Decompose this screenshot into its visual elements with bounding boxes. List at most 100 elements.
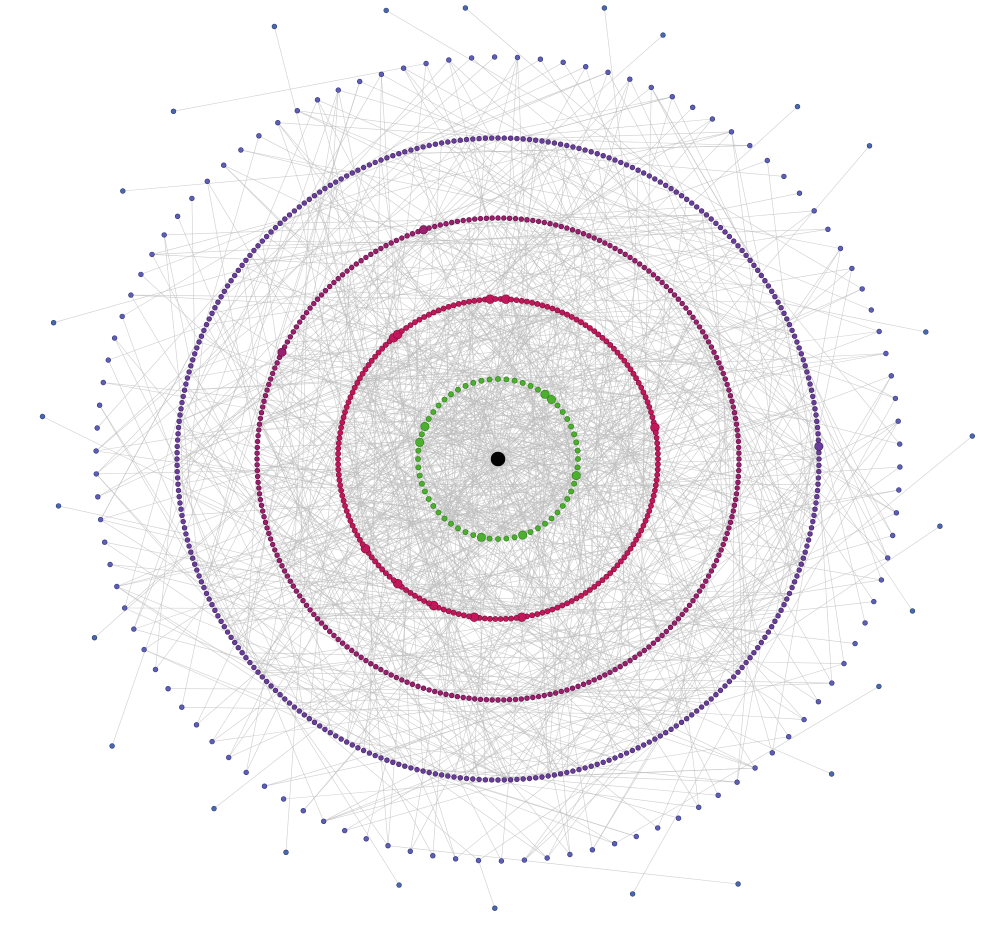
edge: [177, 439, 449, 777]
ring-4-node: [804, 369, 810, 375]
ring-3-node: [266, 530, 272, 537]
ring-3-node: [607, 242, 613, 249]
edge: [270, 378, 340, 444]
ring-3-node: [612, 666, 618, 673]
ring-3-node: [729, 398, 735, 404]
edge: [257, 464, 652, 507]
edge: [130, 294, 779, 303]
edge: [198, 288, 863, 577]
ring-4-node: [814, 418, 820, 424]
ring-4-node: [735, 243, 741, 249]
ring-3-node: [735, 433, 741, 439]
ring-3-node: [495, 215, 501, 221]
edge: [401, 220, 533, 239]
ring-3-node: [708, 344, 715, 350]
edge: [151, 254, 200, 343]
edge: [297, 110, 573, 148]
edge: [412, 348, 615, 685]
edge: [116, 307, 782, 587]
ring-4-node: [301, 712, 307, 718]
ring-5-node: [93, 448, 99, 454]
ring-4-node: [811, 399, 817, 406]
edge: [433, 411, 539, 529]
edge: [736, 642, 762, 783]
edge: [177, 231, 419, 441]
ring-4-node: [816, 456, 822, 462]
edge: [253, 250, 640, 655]
ring-5-node: [111, 335, 118, 341]
ring-3-node: [335, 275, 341, 282]
edge: [346, 380, 482, 408]
ring-4-node: [501, 135, 507, 141]
ring-3-node: [501, 215, 507, 221]
edge: [665, 185, 802, 565]
ring-2-node: [362, 366, 369, 373]
ring-4-node: [176, 418, 182, 424]
ring-4-node: [688, 200, 695, 206]
ring-3-node: [736, 462, 742, 468]
ring-4-node: [432, 771, 439, 777]
edge: [767, 160, 812, 528]
ring-3-node: [663, 628, 669, 635]
ring-4-node: [804, 543, 810, 549]
ring-4-node: [282, 696, 288, 702]
ring-3-node: [274, 360, 280, 366]
ring-5-node: [715, 792, 721, 798]
ring-4-node: [177, 500, 183, 506]
ring-4-node: [629, 164, 636, 171]
edge: [416, 769, 738, 783]
ring-3-node: [483, 215, 490, 222]
ring-1-node: [470, 532, 477, 538]
ring-3-node: [255, 479, 261, 485]
ring-2-node: [335, 445, 342, 452]
ring-4-node: [201, 584, 207, 591]
ring-4-node: [814, 424, 821, 431]
ring-3-node: [671, 620, 678, 626]
edge: [257, 229, 828, 247]
ring-4-node: [232, 272, 238, 279]
ring-4-node: [322, 185, 328, 192]
edge: [417, 231, 721, 691]
edge: [217, 56, 495, 303]
edge: [151, 227, 721, 255]
edge: [472, 767, 756, 780]
ring-4-node: [775, 299, 781, 305]
edge: [293, 331, 812, 529]
ring-4-node: [232, 639, 238, 646]
ring-3-node: [512, 696, 519, 703]
ring-5-node: [884, 555, 891, 561]
ring-3-node: [708, 568, 715, 574]
ring-3-node: [420, 685, 427, 691]
ring-4-node: [221, 623, 228, 630]
edge: [277, 122, 511, 139]
ring-5-node: [654, 825, 661, 831]
ring-2-node: [614, 349, 621, 356]
ring-2-node: [599, 577, 606, 584]
edge: [410, 149, 719, 796]
edge: [380, 159, 841, 249]
ring-2-node: [652, 429, 659, 436]
ring-1-node: [486, 535, 493, 542]
edge: [524, 732, 666, 861]
ring-2-node: [554, 307, 561, 314]
ring-2-node: [335, 466, 342, 473]
ring-3-node: [415, 683, 421, 689]
edge: [348, 515, 637, 541]
ring-2-node: [351, 527, 358, 534]
ring-2-node: [573, 595, 580, 602]
edge: [337, 458, 398, 584]
ring-2-node: [476, 297, 483, 303]
ring-5-node: [423, 60, 429, 67]
ring-3-node: [261, 513, 267, 520]
ring-2-node: [492, 616, 499, 622]
ring-4-node: [807, 531, 813, 537]
edge: [211, 604, 615, 844]
ring-4-node: [739, 664, 745, 671]
ring-4-node: [378, 755, 384, 761]
edge: [268, 533, 568, 604]
ring-2-node: [633, 375, 639, 382]
edge: [344, 505, 474, 536]
ring-2-node: [554, 604, 561, 611]
ring-3-node: [256, 491, 263, 497]
edge: [602, 337, 659, 640]
